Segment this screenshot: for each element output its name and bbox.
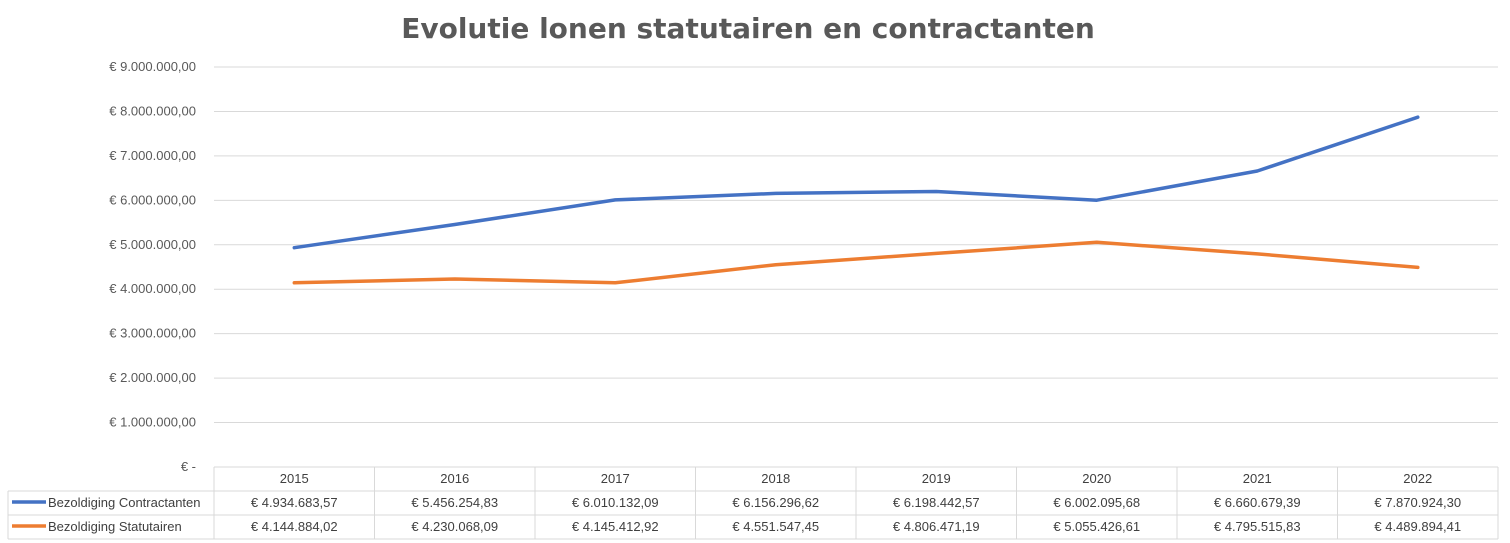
data-point [1256,252,1259,256]
y-tick-label: € 6.000.000,00 [109,192,196,207]
data-label: € 6.156.296,62 [732,495,819,510]
data-point [614,198,617,202]
y-tick-label: € 3.000.000,00 [109,326,196,341]
data-label: € 4.934.683,57 [251,495,338,510]
category-label: 2016 [440,471,469,486]
data-label: € 6.198.442,57 [893,495,980,510]
data-point [774,263,777,266]
category-label: 2019 [922,471,951,486]
category-label: 2018 [761,471,790,486]
y-tick-label: € - [181,459,196,474]
data-point [293,281,296,284]
data-label: € 4.145.412,92 [572,519,659,534]
data-point [614,281,617,284]
category-label: 2020 [1082,471,1111,486]
data-label: € 4.489.894,41 [1374,519,1461,534]
data-label: € 6.010.132,09 [572,495,659,510]
data-label: € 6.002.095,68 [1053,495,1140,510]
data-point [1095,241,1098,244]
data-label: € 6.660.679,39 [1214,495,1301,510]
data-point [1256,169,1259,173]
data-point [935,190,938,193]
chart-title: Evolutie lonen statutairen en contractan… [401,12,1095,45]
legend-label: Bezoldiging Statutairen [48,519,182,534]
data-label: € 4.551.547,45 [732,519,819,534]
y-tick-label: € 4.000.000,00 [109,281,196,296]
y-tick-label: € 7.000.000,00 [109,148,196,163]
data-label: € 7.870.924,30 [1374,495,1461,510]
data-point [774,192,777,195]
series-line-1 [292,115,1420,250]
data-label: € 5.055.426,61 [1053,519,1140,534]
category-label: 2021 [1243,471,1272,486]
series-lines [292,115,1420,285]
data-label: € 5.456.254,83 [411,495,498,510]
category-label: 2015 [280,471,309,486]
y-tick-label: € 8.000.000,00 [109,103,196,118]
data-point [1416,266,1419,269]
gridlines [214,66,1498,424]
y-tick-label: € 1.000.000,00 [109,415,196,430]
data-point [1416,115,1419,119]
data-point [1095,199,1098,202]
category-label: 2022 [1403,471,1432,486]
data-label: € 4.795.515,83 [1214,519,1301,534]
category-label: 2017 [601,471,630,486]
y-tick-label: € 9.000.000,00 [109,59,196,74]
data-label: € 4.230.068,09 [411,519,498,534]
data-point [935,252,938,255]
data-label: € 4.144.884,02 [251,519,338,534]
data-point [453,277,456,281]
y-tick-label: € 2.000.000,00 [109,370,196,385]
data-point [293,246,296,249]
y-axis-ticks: € - € 1.000.000,00 € 2.000.000,00 € 3.000.0… [109,59,196,474]
series-line-2 [292,240,1420,285]
data-table: 2015 2016 2017 2018 2019 2020 2021 2022 Bezoldig… [7,466,1499,540]
legend-label: Bezoldiging Contractanten [48,495,201,510]
data-point [453,223,456,226]
y-tick-label: € 5.000.000,00 [109,237,196,252]
data-label: € 4.806.471,19 [893,519,980,534]
